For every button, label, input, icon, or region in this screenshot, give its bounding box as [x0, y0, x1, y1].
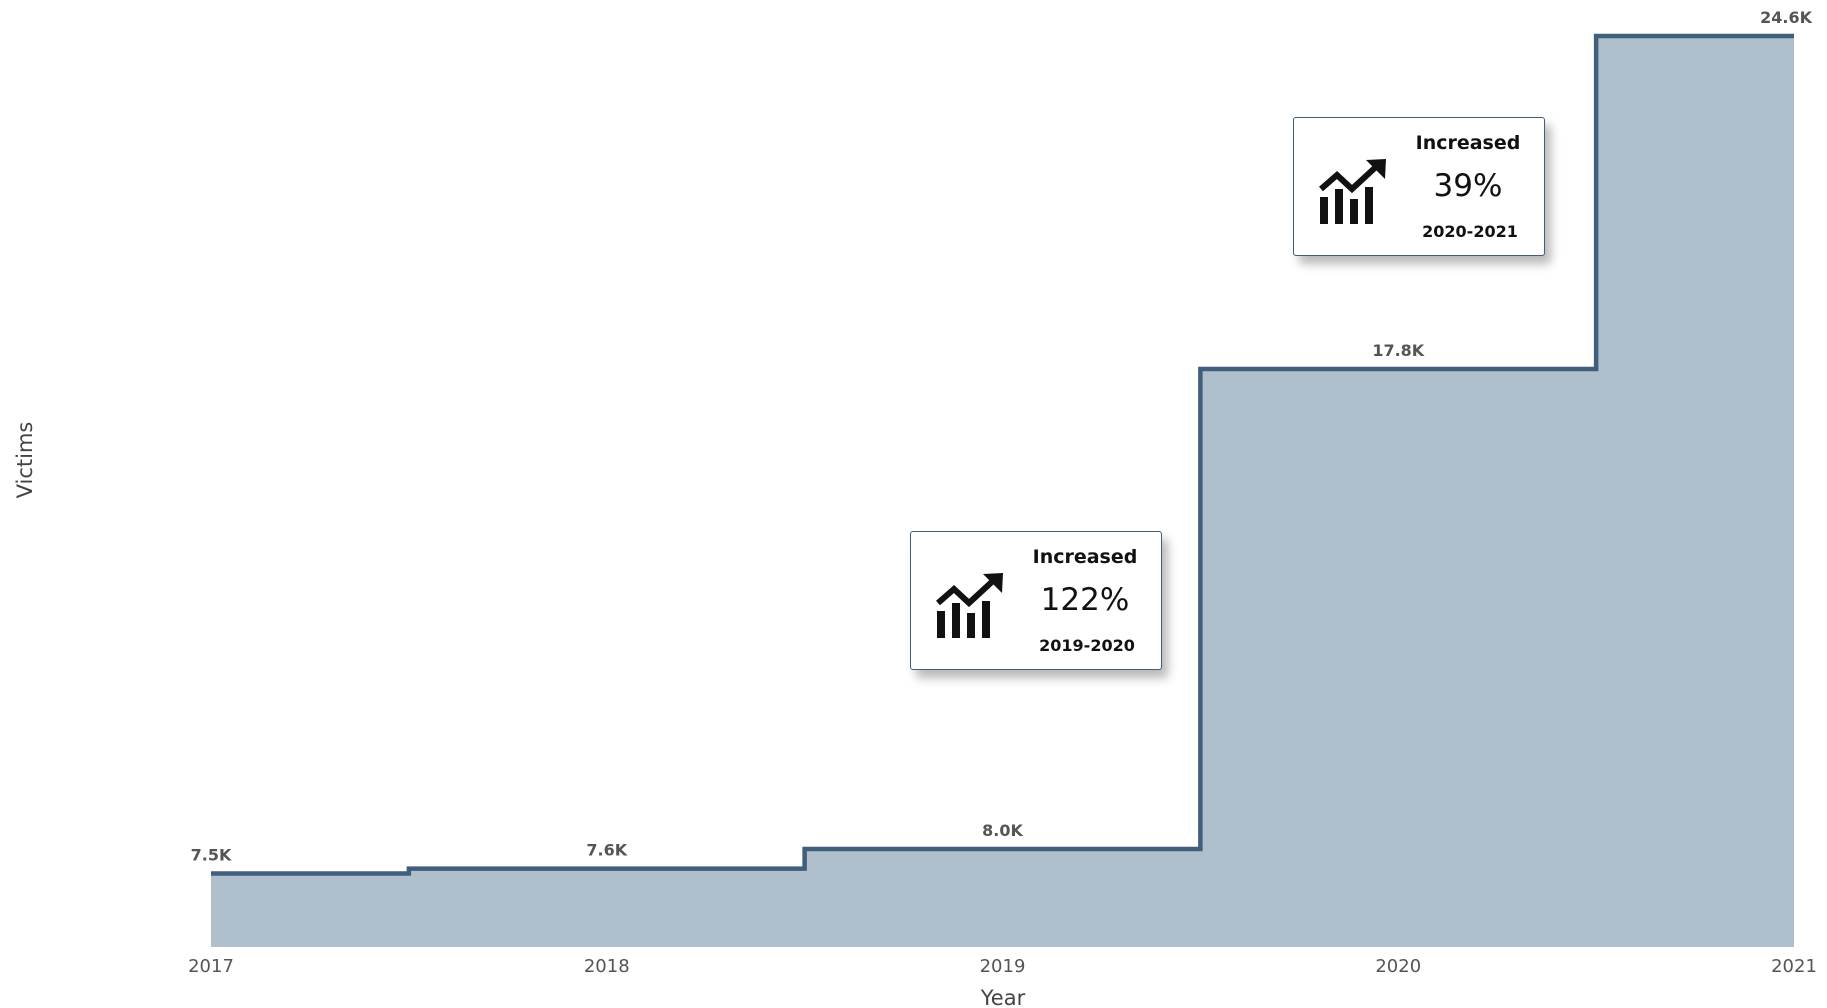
x-tick-label: 2017	[188, 956, 234, 977]
data-label: 24.6K	[1760, 8, 1812, 27]
annotation-period: 2019-2020	[1039, 636, 1135, 655]
chart-increase-icon	[936, 573, 1003, 638]
annotation-title: Increased	[1032, 546, 1138, 568]
x-tick-label: 2021	[1771, 956, 1817, 977]
x-tick-label: 2019	[980, 956, 1026, 977]
data-label: 8.0K	[982, 821, 1023, 840]
x-tick-label: 2018	[584, 956, 630, 977]
annotation-value: 39%	[1433, 168, 1503, 204]
data-label: 7.5K	[191, 846, 232, 865]
x-axis-title: Year	[980, 986, 1026, 1008]
annotation-title: Increased	[1415, 132, 1521, 154]
y-axis-title: Victims	[13, 422, 37, 499]
data-label: 17.8K	[1372, 341, 1424, 360]
annotation-period: 2020-2021	[1422, 222, 1518, 241]
annotation-card-2019-2020: Increased 122% 2019-2020	[910, 531, 1162, 670]
series-line	[211, 33, 1794, 876]
annotation-card-2020-2021: Increased 39% 2020-2021	[1293, 117, 1545, 256]
x-tick-label: 2020	[1375, 956, 1421, 977]
area-fill	[211, 36, 1794, 947]
chart-increase-icon	[1319, 159, 1386, 224]
data-label: 7.6K	[586, 841, 627, 860]
annotation-value: 122%	[1040, 582, 1130, 618]
